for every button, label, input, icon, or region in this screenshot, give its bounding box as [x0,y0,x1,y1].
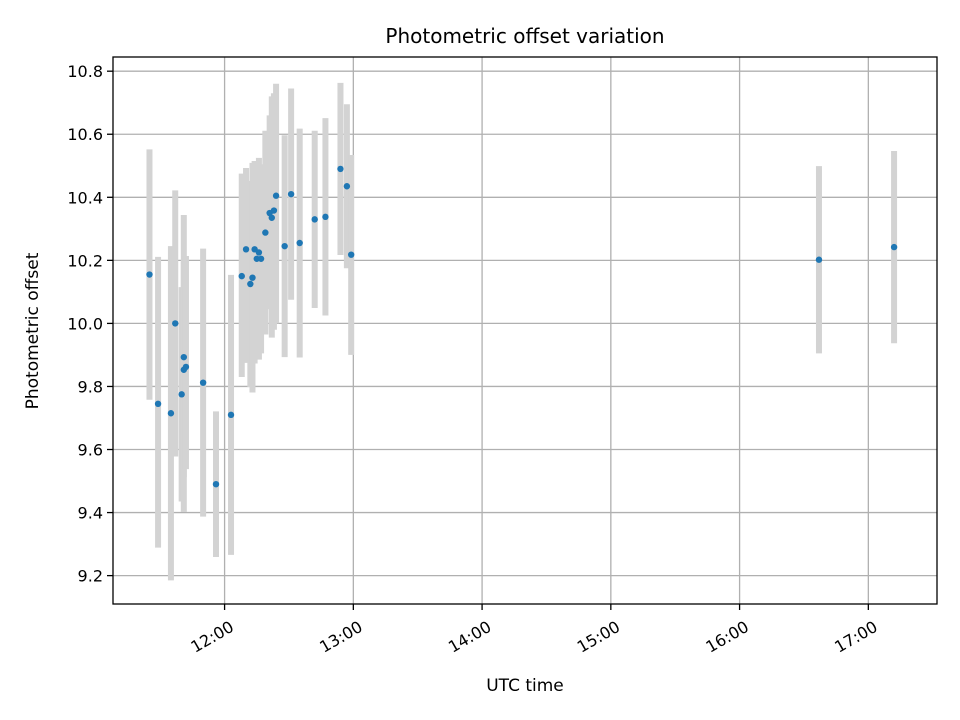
y-tick-label: 10.6 [67,125,103,144]
data-point [238,272,245,280]
data-point [247,280,254,288]
data-point [281,242,288,250]
y-tick-label: 9.4 [78,504,103,523]
plot-frame [112,56,938,605]
chart-title: Photometric offset variation [385,24,664,48]
data-point [227,411,235,419]
x-tick-label: 13:00 [316,617,365,657]
data-point [172,320,179,327]
data-points [146,165,898,488]
y-tick-label: 10.8 [67,62,103,81]
data-point [178,391,185,398]
x-tick-label: 14:00 [445,617,494,657]
data-point [212,480,220,488]
data-point [146,271,153,278]
data-point [262,229,269,236]
y-tick-label: 9.8 [78,377,103,396]
data-point [815,256,823,263]
error-bars [146,82,898,581]
y-axis-label: Photometric offset [23,252,43,409]
y-tick-label: 10.0 [67,314,103,333]
data-point [268,214,275,221]
y-tick-label: 9.2 [78,567,103,586]
x-tick-label: 12:00 [188,617,237,657]
data-point [347,251,355,258]
data-point [180,353,188,361]
data-point [257,255,265,262]
data-point [322,213,329,221]
data-point [249,274,256,281]
grid-lines [113,57,937,604]
y-tick-label: 10.2 [67,251,103,270]
data-point [242,246,250,253]
y-axis-ticks: 9.2 9.4 9.6 9.8 10.0 10.2 10.4 10.6 10.8 [67,62,113,586]
data-point [296,239,303,247]
data-point [337,165,344,173]
data-point [311,216,318,223]
x-tick-label: 15:00 [574,617,623,657]
data-point [270,207,278,214]
x-axis-label: UTC time [486,676,564,696]
data-point [167,410,175,417]
x-tick-label: 16:00 [703,617,752,657]
data-point [255,249,263,256]
data-point [199,379,207,386]
data-point [182,363,190,371]
x-tick-label: 17:00 [831,617,880,657]
y-tick-label: 10.4 [67,188,103,207]
data-point [272,192,280,199]
data-point [890,243,898,251]
data-point [287,190,295,198]
x-axis-ticks: 12:00 13:00 14:00 15:00 16:00 17:00 [188,604,881,657]
data-point [154,400,162,408]
data-point [343,183,351,190]
y-tick-label: 9.6 [78,441,103,460]
